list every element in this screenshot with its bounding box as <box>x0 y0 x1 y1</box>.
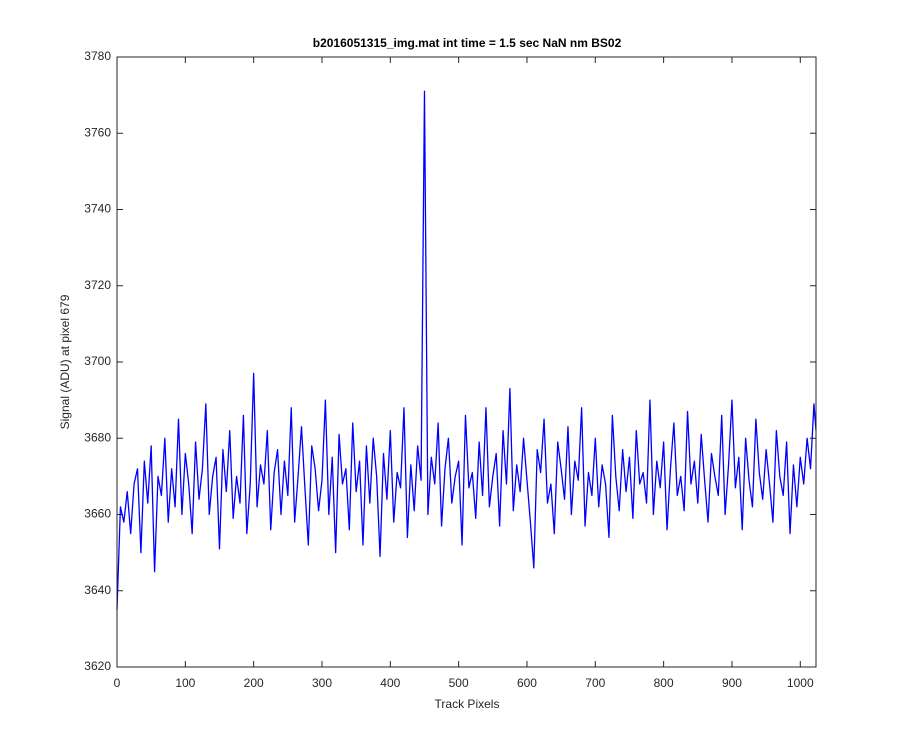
y-tick-label: 3720 <box>84 278 111 292</box>
x-tick-label: 600 <box>517 676 537 690</box>
x-tick-label: 100 <box>175 676 195 690</box>
x-tick-label: 400 <box>380 676 400 690</box>
y-tick-label: 3760 <box>84 125 111 139</box>
x-axis-label: Track Pixels <box>435 697 500 711</box>
x-tick-label: 800 <box>654 676 674 690</box>
x-tick-label: 1000 <box>787 676 814 690</box>
y-tick-label: 3660 <box>84 507 111 521</box>
data-line <box>116 90 817 610</box>
x-tick-label: 200 <box>244 676 264 690</box>
chart-title: b2016051315_img.mat int time = 1.5 sec N… <box>313 36 622 50</box>
x-tick-label: 0 <box>114 676 121 690</box>
y-tick-label: 3680 <box>84 430 111 444</box>
y-tick-label: 3700 <box>84 354 111 368</box>
x-tick-label: 900 <box>722 676 742 690</box>
axes-box <box>116 56 817 668</box>
x-tick-label: 300 <box>312 676 332 690</box>
y-tick-label: 3780 <box>84 49 111 63</box>
x-tick-label: 500 <box>449 676 469 690</box>
y-tick-label: 3620 <box>84 659 111 673</box>
x-tick-label: 700 <box>585 676 605 690</box>
y-axis-label: Signal (ADU) at pixel 679 <box>58 294 72 429</box>
y-tick-label: 3740 <box>84 202 111 216</box>
y-tick-label: 3640 <box>84 583 111 597</box>
